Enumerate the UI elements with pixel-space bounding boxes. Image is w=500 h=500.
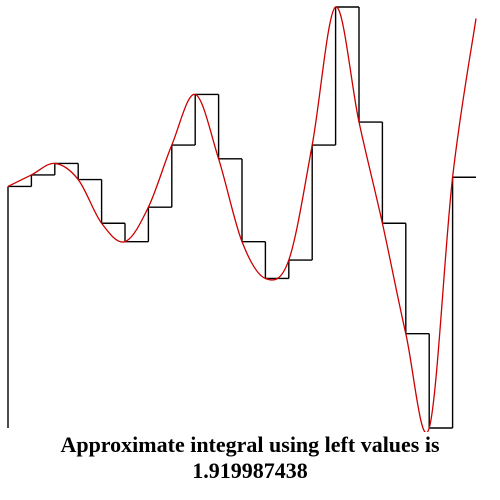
step-series	[7, 6, 476, 429]
caption-line-1: Approximate integral using left values i…	[60, 432, 440, 457]
function-curve	[7, 6, 477, 432]
integral-caption: Approximate integral using left values i…	[0, 432, 500, 484]
plot-area	[7, 6, 477, 432]
caption-value: 1.919987438	[192, 458, 308, 483]
